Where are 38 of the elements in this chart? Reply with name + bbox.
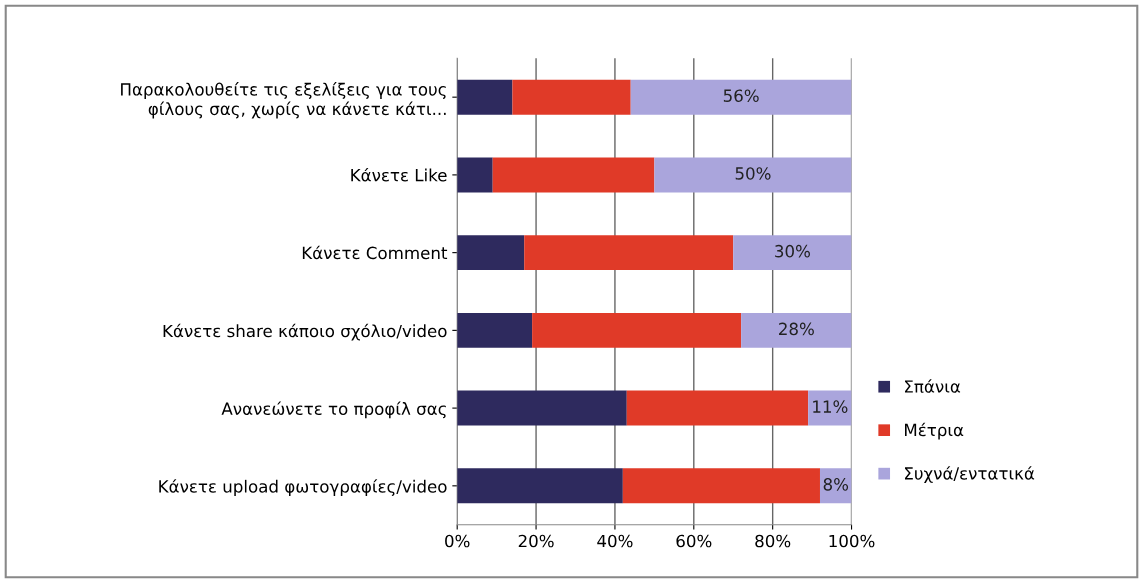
data-label: 8% <box>823 478 849 491</box>
bar <box>457 312 533 348</box>
bar <box>457 235 525 271</box>
bar <box>457 79 513 115</box>
y-tick-label: Κάνετε upload φωτογραφίες/video <box>159 479 447 496</box>
bar <box>492 157 655 193</box>
bar <box>630 79 852 115</box>
y-tick-label: Ανανεώνετε το προφίλ σας <box>221 401 446 419</box>
bar <box>512 79 631 115</box>
y-tick-label: Παρακολουθείτε τις εξελίξεις για τους φίλους σας, χωρίς να κάνετε κάτι... <box>121 82 446 119</box>
bar <box>733 235 852 271</box>
x-tick-label: 40% <box>597 534 633 548</box>
bar <box>626 390 809 426</box>
bar <box>741 312 852 348</box>
data-label: 28% <box>779 322 814 336</box>
bar <box>622 468 820 504</box>
legend-label: Συχνά/εντατικά <box>905 466 1035 483</box>
bar <box>524 235 734 271</box>
data-label: 30% <box>775 244 810 258</box>
bar <box>808 390 852 426</box>
legend-label: Μέτρια <box>905 422 964 440</box>
bar <box>457 468 623 504</box>
bar <box>532 312 742 348</box>
bar <box>457 157 493 193</box>
bar <box>457 390 627 426</box>
x-tick-label: 100% <box>829 534 875 548</box>
bar <box>654 157 852 193</box>
legend-label: Σπάνια <box>905 379 961 393</box>
data-label: 50% <box>735 167 771 180</box>
x-tick-label: 20% <box>518 534 554 548</box>
y-tick-label: Κάνετε share κάποιο σχόλιο/video <box>163 323 447 341</box>
data-label: 11% <box>813 400 848 413</box>
y-tick-label: Κάνετε Comment <box>302 245 448 260</box>
data-label: 56% <box>723 89 759 102</box>
x-tick-label: 0% <box>445 534 470 548</box>
x-tick-label: 80% <box>755 534 791 548</box>
x-tick-label: 60% <box>676 534 712 548</box>
y-tick-label: Κάνετε Like <box>351 167 447 182</box>
